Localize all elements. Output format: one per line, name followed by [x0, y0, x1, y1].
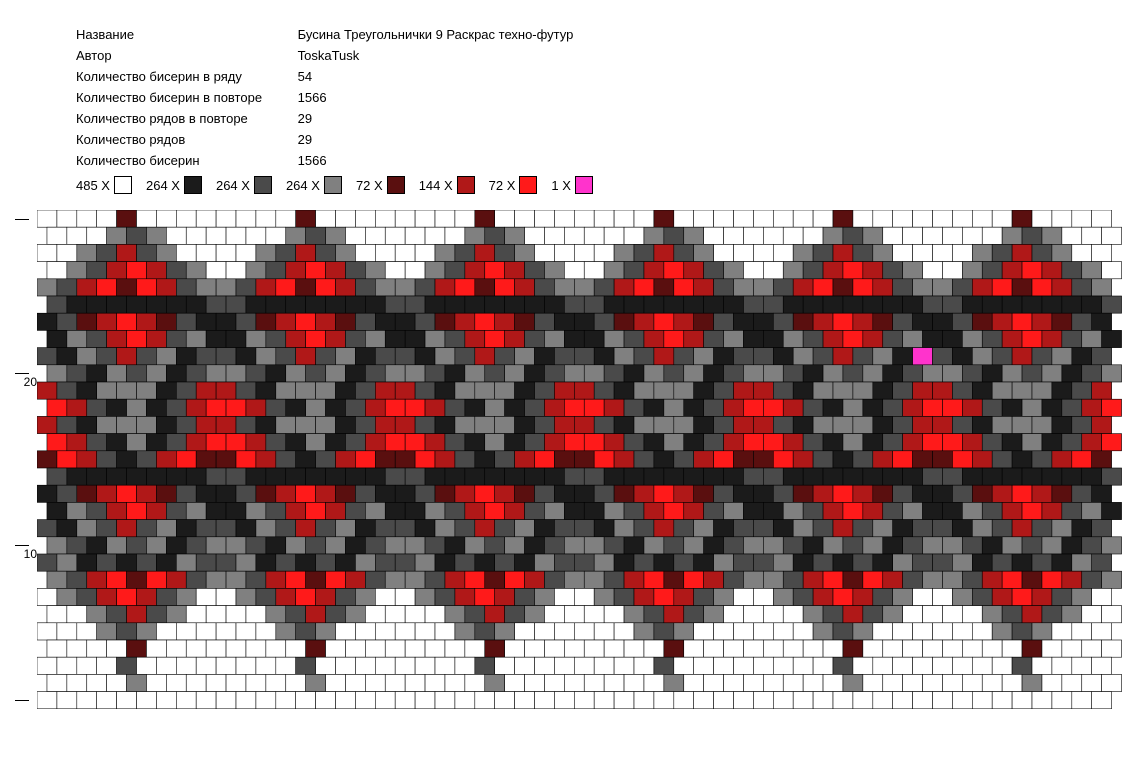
- legend-count: 264 X: [216, 178, 250, 193]
- legend-item: 485 X: [76, 176, 132, 194]
- row-axis-tick: [15, 700, 29, 701]
- meta-row: Количество бисерин в ряду 54: [76, 66, 573, 87]
- legend-swatch: [575, 176, 593, 194]
- meta-label: Количество рядов: [76, 129, 294, 150]
- meta-row: Автор ToskaTusk: [76, 45, 573, 66]
- legend-count: 72 X: [356, 178, 383, 193]
- row-axis-tick: [15, 373, 29, 374]
- legend-count: 485 X: [76, 178, 110, 193]
- meta-label: Название: [76, 24, 294, 45]
- legend-swatch: [519, 176, 537, 194]
- row-axis-label: 10: [19, 547, 37, 561]
- meta-value: Бусина Треугольнички 9 Раскрас техно-фут…: [298, 24, 574, 45]
- legend-count: 144 X: [419, 178, 453, 193]
- legend-item: 1 X: [551, 176, 593, 194]
- row-axis-tick: [15, 545, 29, 546]
- meta-value: 29: [298, 108, 312, 129]
- legend-item: 264 X: [286, 176, 342, 194]
- legend-swatch: [457, 176, 475, 194]
- legend-item: 264 X: [216, 176, 272, 194]
- meta-label: Количество бисерин в повторе: [76, 87, 294, 108]
- bead-pattern-grid: 2010: [37, 210, 1123, 730]
- metadata-block: Название Бусина Треугольнички 9 Раскрас …: [76, 24, 573, 171]
- legend-count: 72 X: [489, 178, 516, 193]
- row-axis-label: 20: [19, 375, 37, 389]
- pattern-svg: [37, 210, 1122, 709]
- legend-swatch: [324, 176, 342, 194]
- legend-item: 144 X: [419, 176, 475, 194]
- meta-value: 54: [298, 66, 312, 87]
- meta-value: 29: [298, 129, 312, 150]
- legend-swatch: [114, 176, 132, 194]
- meta-row: Количество бисерин 1566: [76, 150, 573, 171]
- meta-row: Количество рядов в повторе 29: [76, 108, 573, 129]
- meta-label: Количество бисерин: [76, 150, 294, 171]
- color-legend: 485 X 264 X 264 X 264 X 72 X 144 X 72 X 1 X: [76, 176, 607, 194]
- meta-label: Количество бисерин в ряду: [76, 66, 294, 87]
- legend-item: 72 X: [356, 176, 405, 194]
- meta-label: Автор: [76, 45, 294, 66]
- legend-count: 1 X: [551, 178, 571, 193]
- row-axis-tick: [15, 219, 29, 220]
- legend-swatch: [387, 176, 405, 194]
- legend-swatch: [184, 176, 202, 194]
- meta-label: Количество рядов в повторе: [76, 108, 294, 129]
- meta-value: 1566: [298, 150, 327, 171]
- legend-item: 264 X: [146, 176, 202, 194]
- meta-value: 1566: [298, 87, 327, 108]
- meta-row: Название Бусина Треугольнички 9 Раскрас …: [76, 24, 573, 45]
- legend-count: 264 X: [146, 178, 180, 193]
- legend-item: 72 X: [489, 176, 538, 194]
- meta-value: ToskaTusk: [298, 45, 360, 66]
- meta-row: Количество рядов 29: [76, 129, 573, 150]
- legend-count: 264 X: [286, 178, 320, 193]
- meta-row: Количество бисерин в повторе 1566: [76, 87, 573, 108]
- legend-swatch: [254, 176, 272, 194]
